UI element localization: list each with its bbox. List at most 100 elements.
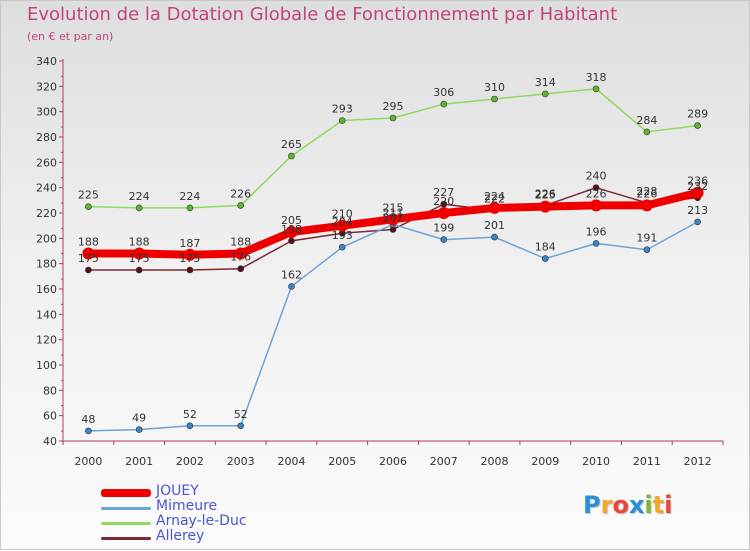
data-label-jouey: 188 bbox=[78, 236, 99, 249]
data-label-arnay-le-duc: 226 bbox=[230, 187, 251, 200]
y-tick-label: 340 bbox=[36, 55, 57, 68]
data-label-allerey: 228 bbox=[636, 185, 657, 198]
data-label-jouey: 226 bbox=[636, 187, 657, 200]
data-point-arnay-le-duc bbox=[694, 122, 701, 129]
logo-letter: t bbox=[652, 491, 665, 519]
data-label-jouey: 226 bbox=[586, 187, 607, 200]
x-tick-label: 2008 bbox=[481, 455, 509, 468]
legend-swatch-arnay-le-duc bbox=[101, 522, 151, 525]
logo-letter: x bbox=[628, 491, 645, 519]
data-point-arnay-le-duc bbox=[135, 204, 143, 212]
data-point-jouey bbox=[234, 247, 247, 260]
data-label-allerey: 204 bbox=[332, 215, 353, 228]
data-point-jouey bbox=[82, 247, 95, 260]
chart-title: Evolution de la Dotation Globale de Fonc… bbox=[27, 4, 618, 25]
data-point-jouey bbox=[387, 213, 399, 226]
x-tick-label: 2000 bbox=[74, 455, 102, 468]
x-tick-label: 2003 bbox=[227, 455, 255, 468]
data-label-arnay-le-duc: 314 bbox=[535, 76, 556, 89]
data-point-jouey bbox=[539, 200, 552, 213]
x-tick-label: 2001 bbox=[125, 455, 153, 468]
data-label-allerey: 232 bbox=[687, 180, 708, 193]
logo-letter: o bbox=[612, 491, 629, 519]
legend-label: JOUEY bbox=[156, 483, 199, 499]
y-tick-label: 180 bbox=[36, 258, 57, 271]
y-tick-label: 200 bbox=[36, 232, 57, 245]
data-label-mimeure: 52 bbox=[183, 408, 197, 421]
data-point-allerey bbox=[135, 266, 143, 274]
data-point-mimeure bbox=[643, 246, 651, 254]
data-label-mimeure: 48 bbox=[81, 413, 95, 426]
data-point-allerey bbox=[592, 184, 600, 191]
data-label-arnay-le-duc: 224 bbox=[129, 190, 150, 203]
data-point-arnay-le-duc bbox=[338, 117, 346, 124]
data-label-mimeure: 211 bbox=[383, 206, 404, 219]
data-point-jouey bbox=[590, 199, 603, 212]
y-tick-label: 40 bbox=[43, 435, 57, 448]
logo-letter: P bbox=[583, 491, 601, 519]
data-point-allerey bbox=[288, 237, 295, 245]
data-label-mimeure: 196 bbox=[586, 225, 607, 238]
data-point-arnay-le-duc bbox=[542, 90, 549, 98]
y-tick-label: 280 bbox=[36, 131, 57, 144]
data-label-arnay-le-duc: 265 bbox=[281, 138, 302, 151]
data-point-jouey bbox=[488, 201, 501, 214]
proxiti-logo: Proxiti bbox=[583, 491, 672, 519]
data-label-arnay-le-duc: 293 bbox=[332, 103, 353, 116]
data-label-jouey: 225 bbox=[535, 189, 556, 202]
data-label-arnay-le-duc: 224 bbox=[179, 190, 200, 203]
y-tick-label: 220 bbox=[36, 207, 57, 220]
data-point-mimeure bbox=[542, 255, 549, 262]
legend-swatch-jouey bbox=[101, 489, 151, 497]
data-label-allerey: 175 bbox=[129, 252, 150, 265]
legend-label: Arnay-le-Duc bbox=[156, 513, 247, 529]
data-label-jouey: 188 bbox=[129, 236, 150, 249]
data-label-arnay-le-duc: 284 bbox=[636, 114, 657, 127]
data-point-jouey bbox=[285, 226, 298, 238]
data-label-allerey: 175 bbox=[78, 252, 99, 265]
data-label-mimeure: 199 bbox=[433, 222, 454, 235]
y-tick-label: 240 bbox=[36, 182, 57, 195]
data-point-mimeure bbox=[440, 236, 448, 243]
data-label-arnay-le-duc: 225 bbox=[78, 189, 99, 202]
chart-subtitle: (en € et par an) bbox=[27, 30, 114, 43]
data-label-jouey: 236 bbox=[687, 175, 708, 188]
data-label-allerey: 222 bbox=[484, 192, 505, 205]
data-label-jouey: 210 bbox=[332, 208, 353, 221]
data-label-allerey: 198 bbox=[281, 223, 302, 236]
data-point-mimeure bbox=[288, 283, 295, 290]
y-tick-label: 100 bbox=[36, 359, 57, 372]
data-point-mimeure bbox=[592, 240, 600, 247]
data-point-arnay-le-duc bbox=[440, 100, 448, 108]
data-point-arnay-le-duc bbox=[491, 95, 498, 103]
data-point-jouey bbox=[640, 199, 653, 212]
data-label-jouey: 220 bbox=[433, 195, 454, 208]
data-point-arnay-le-duc bbox=[389, 114, 397, 122]
data-label-mimeure: 162 bbox=[281, 268, 302, 281]
data-point-mimeure bbox=[694, 218, 701, 226]
y-tick-label: 60 bbox=[43, 410, 57, 423]
legend-label: Allerey bbox=[156, 528, 205, 544]
legend-swatch-allerey bbox=[101, 537, 151, 540]
data-point-arnay-le-duc bbox=[592, 85, 600, 93]
legend-label: Mimeure bbox=[156, 498, 218, 514]
data-label-mimeure: 193 bbox=[332, 229, 353, 242]
data-label-allerey: 175 bbox=[179, 252, 200, 265]
x-tick-label: 2010 bbox=[582, 455, 610, 468]
data-point-arnay-le-duc bbox=[237, 202, 244, 209]
data-label-arnay-le-duc: 318 bbox=[586, 71, 607, 84]
data-label-allerey: 207 bbox=[383, 211, 404, 224]
data-label-mimeure: 191 bbox=[636, 232, 657, 245]
data-label-jouey: 187 bbox=[179, 237, 200, 250]
data-point-jouey bbox=[336, 219, 349, 232]
data-label-mimeure: 49 bbox=[132, 412, 146, 425]
data-label-jouey: 188 bbox=[230, 236, 251, 249]
logo-letter: i bbox=[644, 491, 653, 519]
data-label-allerey: 227 bbox=[433, 186, 454, 199]
y-tick-label: 160 bbox=[36, 283, 57, 296]
data-label-allerey: 240 bbox=[586, 170, 607, 183]
data-label-arnay-le-duc: 289 bbox=[687, 108, 708, 121]
data-label-mimeure: 52 bbox=[234, 408, 248, 421]
